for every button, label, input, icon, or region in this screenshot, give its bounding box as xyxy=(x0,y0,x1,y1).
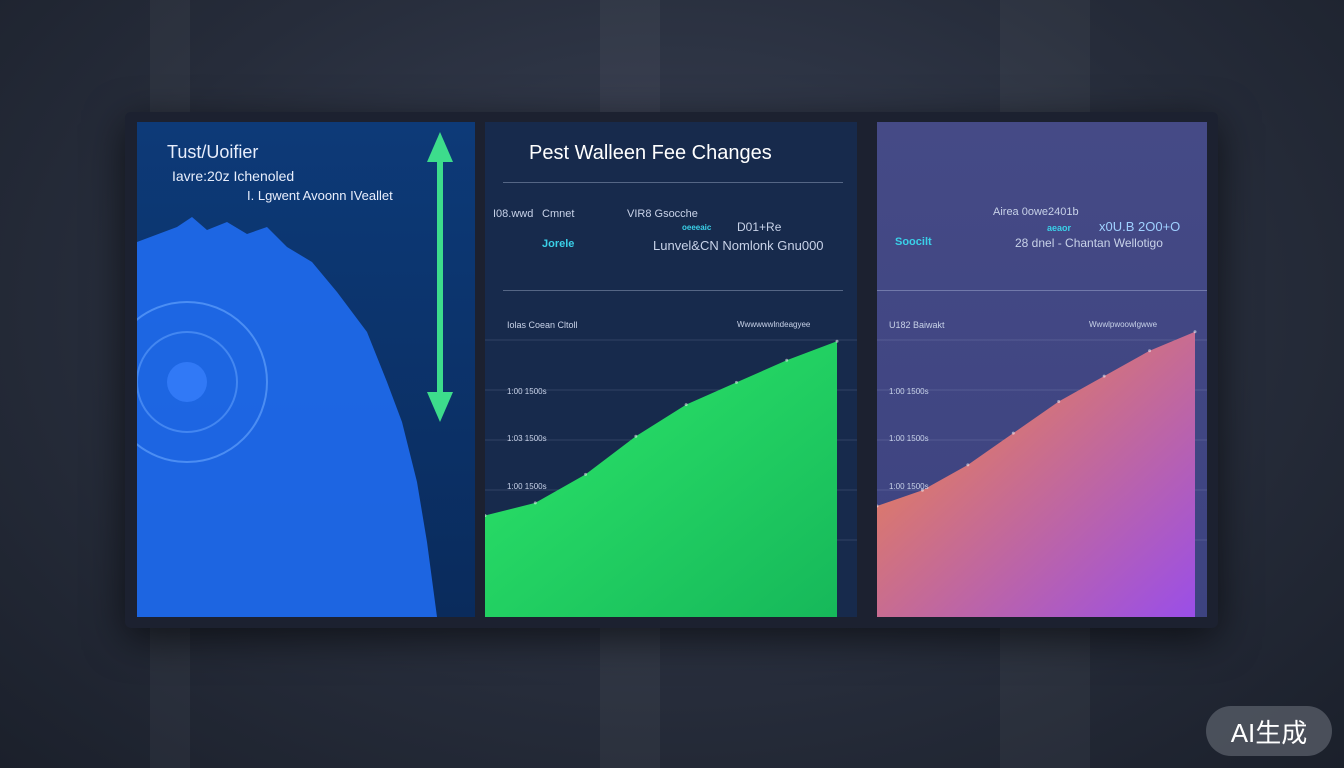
data-point xyxy=(920,488,924,492)
data-point xyxy=(877,504,879,508)
data-point xyxy=(584,472,588,476)
orange-purple-area-chart xyxy=(877,330,1207,617)
data-point xyxy=(634,434,638,438)
label: D01+Re xyxy=(737,220,782,234)
data-point xyxy=(1057,399,1061,403)
monitor: Tust/Uoifier Iavre:20z Ichenoled I. Lgwe… xyxy=(125,112,1218,628)
data-point xyxy=(485,514,487,518)
left-title: Tust/Uoifier xyxy=(167,142,259,162)
data-point xyxy=(1011,431,1015,435)
label: VIR8 Gsocche xyxy=(627,208,698,220)
y-tick: 1:00 1500s xyxy=(889,387,929,396)
label: 28 dnel - Chantan Wellotigo xyxy=(1015,236,1163,250)
chart-label-left: U182 Baiwakt xyxy=(889,320,945,330)
chart-label-left: Iolas Coean Cltoll xyxy=(507,320,578,330)
label: oeeeaic xyxy=(682,223,712,232)
label: x0U.B 2O0+O xyxy=(1099,219,1181,234)
area-fill xyxy=(485,341,837,617)
chart-label-right: Wwwlpwoowlgwwe xyxy=(1089,320,1158,329)
data-point xyxy=(734,380,738,384)
label: Jorele xyxy=(542,238,575,250)
y-tick: 1:03 1500s xyxy=(507,434,547,443)
label: Soocilt xyxy=(895,236,932,248)
area-fill xyxy=(877,331,1195,617)
label: Cmnet xyxy=(542,208,575,220)
data-point xyxy=(684,403,688,407)
y-tick: 1:00 1500s xyxy=(889,482,929,491)
label: Lunvel&CN Nomlonk Gnu000 xyxy=(653,238,824,253)
green-area-chart xyxy=(485,339,857,617)
middle-panel: Pest Walleen Fee Changes I08.wwd Cmnet V… xyxy=(485,122,857,617)
data-point xyxy=(1193,330,1197,334)
label: aeaor xyxy=(1047,223,1072,233)
data-point xyxy=(835,339,839,343)
y-tick: 1:00 1500s xyxy=(889,434,929,443)
data-point xyxy=(1148,349,1152,353)
left-subtitle: Iavre:20z Ichenoled xyxy=(172,168,295,184)
y-tick: 1:00 1500s xyxy=(507,482,547,491)
y-tick: 1:00 1500s xyxy=(507,387,547,396)
data-point xyxy=(966,463,970,467)
ai-generated-badge: AI生成 xyxy=(1206,706,1332,756)
data-point xyxy=(1102,374,1106,378)
left-caption: I. Lgwent Avoonn IVeallet xyxy=(247,188,393,203)
chart-title: Pest Walleen Fee Changes xyxy=(529,142,772,164)
chart-label-right: Wwwwwwlndeagyee xyxy=(737,320,811,329)
left-panel: Tust/Uoifier Iavre:20z Ichenoled I. Lgwe… xyxy=(137,122,475,617)
blue-gear-graphic xyxy=(137,132,453,617)
right-panel: Airea 0owe2401b aeaor x0U.B 2O0+O Soocil… xyxy=(877,122,1207,617)
data-point xyxy=(533,501,537,505)
label: Airea 0owe2401b xyxy=(993,206,1079,218)
label: I08.wwd xyxy=(493,208,534,220)
data-point xyxy=(785,358,789,362)
